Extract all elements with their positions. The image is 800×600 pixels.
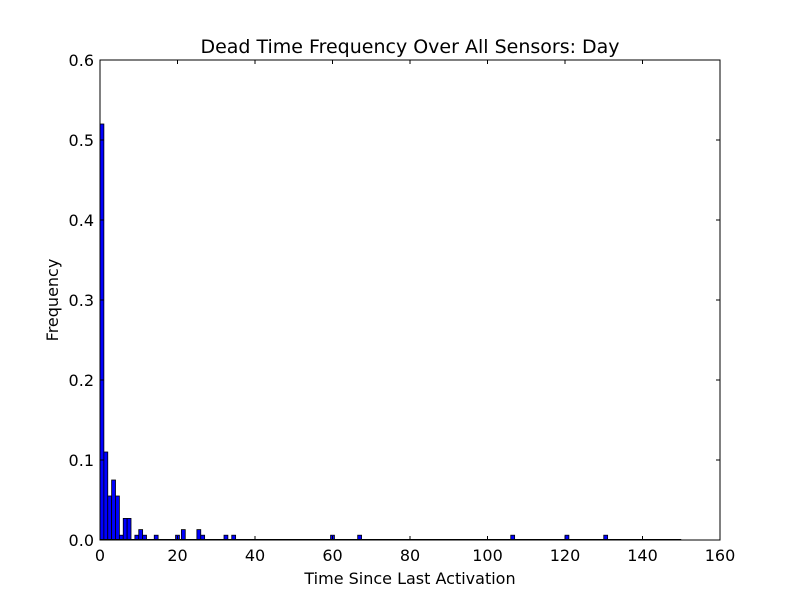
y-tick-label-4: 0.4 (69, 211, 94, 230)
y-tick-label-6: 0.6 (69, 51, 94, 70)
ticks-layer: 0 20 40 60 80 100 120 140 160 0.0 0.1 0.2 0.3 0.4 0.5 0… (69, 51, 736, 565)
histogram-bar-2 (107, 495, 113, 541)
x-tick-label-6: 120 (550, 546, 581, 565)
histogram-bar-1 (103, 451, 109, 541)
y-tick-label-1: 0.1 (69, 451, 94, 470)
y-tick-label-0: 0.0 (69, 531, 94, 550)
y-tick-label-5: 0.5 (69, 131, 94, 150)
x-tick-label-7: 140 (627, 546, 658, 565)
x-tick-label-0: 0 (95, 546, 105, 565)
x-tick-label-1: 20 (167, 546, 187, 565)
histogram-bar-13 (180, 529, 186, 541)
x-tick-label-2: 40 (245, 546, 265, 565)
bars-layer (99, 123, 609, 541)
histogram-bar-4 (115, 495, 120, 541)
histogram-bar-14 (196, 529, 202, 541)
histogram-bar-6 (122, 518, 128, 541)
x-axis-label: Time Since Last Activation (303, 569, 515, 588)
histogram-bar-9 (138, 529, 144, 541)
histogram-bar-7 (126, 518, 132, 541)
x-tick-label-3: 60 (322, 546, 342, 565)
y-axis-label: Frequency (43, 259, 62, 342)
histogram-bar-0 (99, 123, 105, 541)
plot-area-frame (99, 59, 721, 541)
x-tick-label-4: 80 (400, 546, 420, 565)
y-tick-label-2: 0.2 (69, 371, 94, 390)
y-tick-label-3: 0.3 (69, 291, 94, 310)
histogram-bar-3 (111, 479, 116, 541)
x-tick-label-5: 100 (472, 546, 503, 565)
x-tick-label-8: 160 (705, 546, 736, 565)
chart-title: Dead Time Frequency Over All Sensors: Da… (200, 36, 619, 58)
